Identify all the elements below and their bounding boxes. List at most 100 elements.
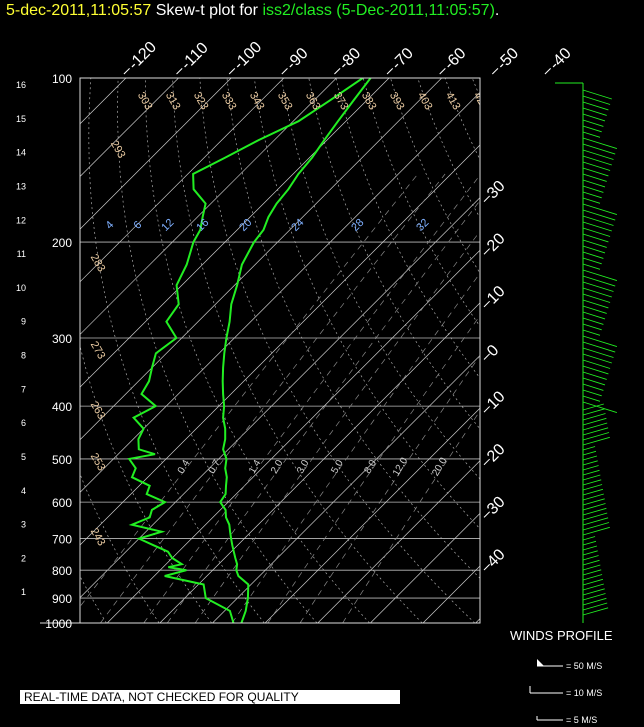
temp-right-tick: 30 bbox=[483, 493, 509, 518]
wind-barb bbox=[582, 371, 607, 380]
wind-barb bbox=[582, 574, 603, 581]
wind-barb bbox=[582, 540, 597, 546]
isotherm-line bbox=[80, 78, 390, 388]
temp-top-tick: -50 bbox=[491, 45, 522, 75]
mixing-ratio-bottom-label: 0.4 bbox=[176, 458, 193, 476]
wind-barb bbox=[582, 377, 606, 386]
dry-adiabat bbox=[117, 78, 318, 623]
dry-adiabat bbox=[0, 78, 1, 623]
pressure-tick-label: 900 bbox=[52, 592, 72, 606]
wind-legend-5: = 5 M/S bbox=[566, 715, 598, 725]
wind-barb bbox=[582, 347, 614, 358]
wind-barb bbox=[582, 488, 604, 496]
temp-top-tick-mark bbox=[228, 67, 236, 75]
height-tick-label: 2 bbox=[21, 553, 26, 563]
mixing-ratio-top-label: 16 bbox=[194, 217, 211, 234]
wind-barb bbox=[582, 155, 612, 166]
theta-label: 313 bbox=[163, 90, 183, 112]
wind-barb bbox=[582, 95, 611, 105]
mixing-ratio-top-label: 6 bbox=[131, 219, 144, 232]
height-tick-label: 5 bbox=[21, 452, 26, 462]
wind-barb bbox=[582, 460, 598, 466]
isotherm-line bbox=[370, 512, 480, 623]
dry-adiabat bbox=[444, 78, 480, 161]
height-tick-label: 8 bbox=[21, 351, 26, 361]
mixing-ratio-line bbox=[80, 173, 419, 608]
height-tick-label: 7 bbox=[21, 384, 26, 394]
theta-label: 433 bbox=[499, 90, 519, 112]
wind-barb bbox=[582, 311, 606, 320]
temp-right-tick-mark bbox=[483, 195, 491, 202]
theta-left-label: 263 bbox=[88, 400, 108, 422]
wind-barb bbox=[582, 353, 612, 364]
dry-adiabat bbox=[80, 344, 212, 623]
theta-label: 393 bbox=[387, 90, 407, 112]
dry-adiabat bbox=[0, 78, 54, 623]
mixing-ratio-line bbox=[267, 314, 480, 623]
pressure-tick-label: 300 bbox=[52, 332, 72, 346]
isotherm-line bbox=[80, 78, 232, 230]
wind-barb bbox=[582, 131, 601, 138]
isotherm-line bbox=[0, 78, 21, 623]
wind-barb bbox=[582, 143, 616, 155]
isotherm-line bbox=[80, 144, 480, 546]
wind-barb bbox=[582, 275, 616, 287]
temp-right-tick-label: 20 bbox=[484, 230, 509, 255]
mixing-ratio-top-label: 20 bbox=[237, 217, 254, 234]
height-tick-label: 6 bbox=[21, 418, 26, 428]
dry-adiabat bbox=[88, 78, 265, 623]
pressure-tick-label: 600 bbox=[52, 496, 72, 510]
temp-right-tick-mark bbox=[483, 406, 491, 413]
temp-top-tick: -70 bbox=[386, 45, 417, 75]
wind-barb bbox=[582, 329, 601, 336]
pressure-tick-label: 700 bbox=[52, 533, 72, 547]
height-tick-label: 12 bbox=[16, 215, 26, 225]
wind-barb bbox=[582, 239, 607, 248]
wind-barb bbox=[582, 512, 608, 521]
wind-barb bbox=[582, 167, 609, 177]
temp-top-tick-mark bbox=[281, 67, 288, 75]
wind-barb bbox=[582, 564, 601, 571]
temp-top-tick: -120 bbox=[123, 39, 160, 75]
mixing-ratio-line bbox=[143, 174, 480, 623]
wind-barb bbox=[582, 185, 604, 193]
temp-right-tick-mark bbox=[483, 511, 491, 518]
wind-barb bbox=[582, 299, 609, 309]
wind-barb bbox=[582, 569, 602, 576]
temp-top-tick: -80 bbox=[334, 45, 364, 75]
dry-adiabat bbox=[199, 78, 476, 623]
wind-barb bbox=[582, 559, 600, 566]
height-tick-label: 11 bbox=[17, 249, 26, 259]
mixing-ratio-bottom-label: 0.7 bbox=[207, 458, 224, 476]
quality-notice: REAL-TIME DATA, NOT CHECKED FOR QUALITY bbox=[20, 690, 400, 704]
wind-barb bbox=[582, 227, 611, 237]
dry-adiabat bbox=[390, 78, 480, 274]
mixing-ratio-top-label: 28 bbox=[349, 217, 366, 234]
temp-top-tick-mark bbox=[439, 67, 446, 75]
pressure-tick-label: 800 bbox=[52, 564, 72, 578]
mixing-ratio-top-label: 12 bbox=[159, 217, 176, 234]
wind-barb bbox=[582, 578, 604, 586]
wind-barb bbox=[582, 197, 601, 204]
wind-barb bbox=[582, 107, 607, 116]
height-tick-label: 14 bbox=[16, 148, 26, 158]
height-tick-label: 13 bbox=[16, 181, 26, 191]
wind-barb bbox=[582, 607, 609, 616]
theta-label: 383 bbox=[359, 90, 379, 112]
wind-barb bbox=[582, 507, 607, 516]
wind-barb bbox=[582, 389, 602, 397]
wind-barb bbox=[582, 479, 602, 486]
wind-barb bbox=[582, 602, 608, 611]
wind-barb bbox=[582, 555, 599, 561]
temp-right-tick: 30 bbox=[483, 178, 509, 202]
temp-top-tick-mark bbox=[123, 67, 130, 75]
isotherm-line bbox=[264, 407, 480, 623]
wind-barb bbox=[582, 365, 609, 375]
temp-top-tick: -100 bbox=[228, 39, 265, 75]
isotherm-line bbox=[106, 249, 480, 623]
title-source-detail: (5-Dec-2011,11:05:57) bbox=[336, 2, 495, 19]
temp-top-tick-mark bbox=[176, 67, 183, 75]
isotherm-line bbox=[80, 78, 179, 178]
pressure-tick-label: 100 bbox=[52, 72, 72, 86]
